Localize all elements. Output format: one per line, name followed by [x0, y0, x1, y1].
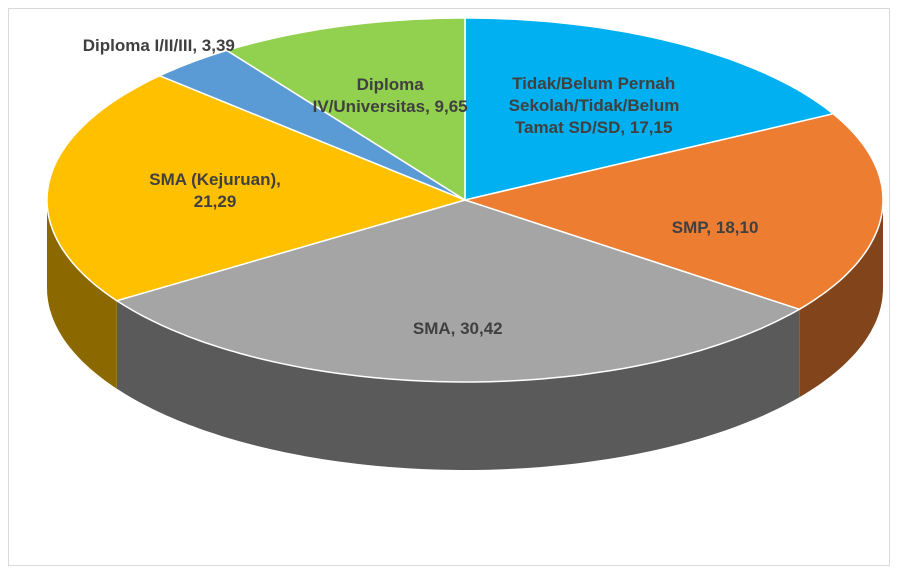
data-label: Diploma I/II/III, 3,39 — [74, 35, 244, 57]
value-label: 18,10 — [715, 218, 759, 238]
category-label: SMA (Kejuruan), — [149, 169, 281, 189]
data-label: Tidak/Belum Pernah Sekolah/Tidak/Belum T… — [508, 73, 680, 139]
category-label: SMA, — [412, 319, 456, 339]
chart-frame — [8, 8, 890, 566]
slice — [46, 74, 468, 302]
slice — [224, 17, 466, 202]
slice-side — [116, 300, 800, 470]
slice-side — [799, 200, 883, 398]
value-label: 3,39 — [201, 35, 235, 55]
category-label: SMP, — [671, 218, 712, 238]
value-label: 21,29 — [193, 191, 237, 211]
value-label: 9,65 — [434, 96, 468, 116]
category-label: Diploma I/II/III, — [82, 35, 198, 55]
category-label: Tidak/Belum Pernah Sekolah/Tidak/Belum T… — [508, 74, 680, 138]
slice-side — [47, 200, 117, 389]
category-label: Diploma IV/Universitas, — [312, 74, 430, 116]
slice — [157, 49, 466, 201]
value-label: 30,42 — [460, 319, 503, 339]
data-label: SMA (Kejuruan), 21,29 — [130, 169, 300, 213]
value-label: 17,15 — [629, 118, 673, 138]
data-label: Diploma IV/Universitas, 9,65 — [305, 74, 475, 118]
data-label: SMP, 18,10 — [630, 217, 800, 239]
slice — [462, 112, 884, 311]
slice — [114, 199, 802, 383]
data-label: SMA, 30,42 — [373, 318, 543, 340]
slice — [464, 17, 835, 201]
